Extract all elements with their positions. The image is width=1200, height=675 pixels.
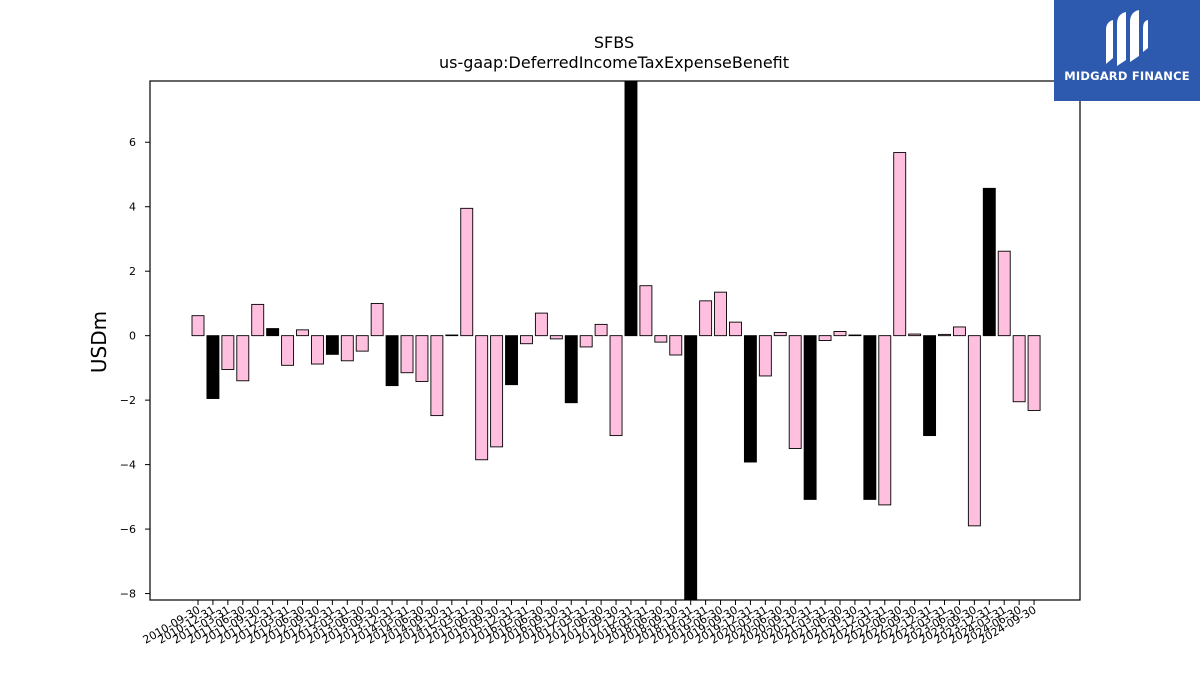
bar [325,335,339,355]
midgard-logo-icon [1106,10,1148,66]
bar [878,335,892,506]
bar [430,335,444,417]
bar [236,335,250,382]
bar [729,321,742,337]
bar [520,335,533,345]
bar [788,335,802,449]
bar [475,335,489,461]
bar [490,335,504,448]
y-tick-label: 2 [129,265,136,278]
bar [1012,335,1026,403]
bar [923,335,937,437]
bar [460,207,474,337]
bar [400,335,414,374]
bar [579,335,593,348]
bar [967,335,981,527]
bar [415,335,429,382]
y-tick-label: −8 [120,588,136,601]
y-tick-label: −4 [120,459,136,472]
bar [609,335,623,437]
y-tick-label: −2 [120,394,136,407]
bar [534,312,548,337]
y-tick-label: 4 [129,201,136,214]
bar [669,335,683,356]
bar [206,335,220,399]
y-tick-label: −6 [120,523,136,536]
bar [803,335,817,500]
bar [684,335,698,600]
chart-subtitle: us-gaap:DeferredIncomeTaxExpenseBenefit [439,53,789,72]
plot-frame [149,80,1081,601]
bar [818,335,832,341]
bar [296,329,309,337]
bar [564,335,578,404]
bar [908,333,922,337]
bar [654,335,668,343]
bar [714,291,727,337]
brand-logo: MIDGARD FINANCE [1054,0,1200,101]
bar [445,334,459,337]
bar [982,187,996,337]
bar [952,326,966,337]
bar [997,250,1011,337]
bar [743,335,757,463]
bar [549,335,563,340]
bar [773,331,787,337]
bar [191,315,205,337]
bar [863,335,877,500]
bar [848,334,862,337]
bar [699,300,713,337]
bar [758,335,772,377]
bar [221,335,235,370]
bar [938,333,951,337]
bar [355,335,369,352]
y-axis-label: USDm [87,311,111,373]
bar [833,331,847,337]
bar [266,328,280,337]
bar [639,285,653,337]
bar [281,335,295,366]
chart-title: SFBS [594,33,634,52]
bar [385,335,399,387]
y-tick-label: 0 [129,330,136,343]
brand-name: MIDGARD FINANCE [1064,69,1190,83]
bar [624,81,638,337]
bar [310,335,324,365]
bar [594,323,608,337]
bar [505,335,518,386]
plot-area: −8−6−4−202462010-09-302010-12-312011-03-… [120,81,1041,647]
bar [370,302,384,337]
bar [893,152,907,337]
bar [1027,335,1041,411]
y-tick-label: 6 [129,136,136,149]
bar [251,303,265,337]
bar [340,335,354,362]
